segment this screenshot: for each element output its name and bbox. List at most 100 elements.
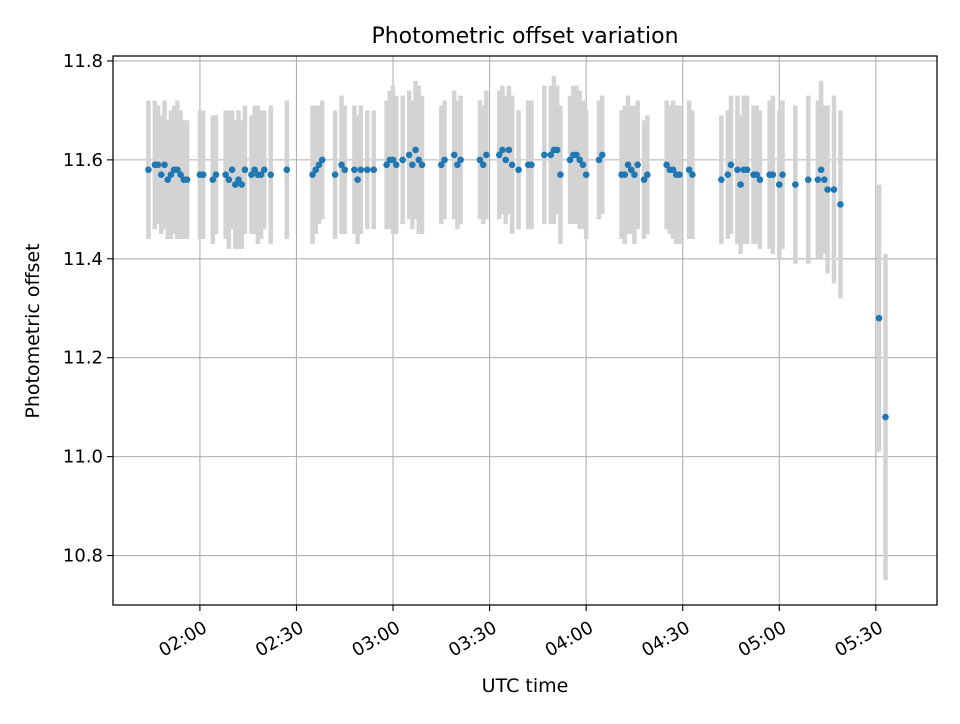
data-point (483, 151, 490, 159)
data-point (405, 151, 413, 159)
data-point (331, 171, 339, 179)
data-point (582, 171, 590, 179)
data-point (283, 166, 291, 174)
data-point (743, 166, 751, 174)
data-point (734, 166, 741, 174)
data-point (174, 166, 181, 174)
data-point (370, 166, 378, 174)
data-point (727, 161, 735, 169)
data-point (476, 156, 484, 164)
data-point (167, 171, 175, 179)
data-point (357, 166, 365, 174)
data-point (199, 171, 207, 179)
data-point (576, 156, 584, 164)
data-point (312, 166, 320, 174)
data-point (631, 171, 638, 179)
data-point (502, 156, 509, 164)
data-point (495, 151, 503, 159)
data-point (164, 176, 172, 183)
data-point (718, 176, 725, 183)
data-point (756, 176, 764, 183)
data-point (177, 171, 184, 179)
data-point (508, 161, 516, 169)
data-point (814, 176, 822, 183)
data-point (209, 176, 217, 183)
y-tick-label: 11.6 (63, 150, 103, 171)
data-point (515, 166, 522, 174)
data-point (792, 181, 799, 188)
data-point (724, 171, 732, 179)
data-point (183, 176, 191, 183)
data-point (824, 186, 831, 193)
data-point (676, 171, 683, 179)
data-point (644, 171, 651, 179)
data-point (689, 171, 696, 179)
data-point (499, 146, 506, 154)
data-point (415, 156, 423, 164)
data-point (598, 151, 606, 159)
data-point (225, 176, 233, 183)
data-point (412, 146, 419, 154)
data-point (392, 161, 400, 169)
data-point (399, 156, 406, 164)
data-point (238, 181, 246, 188)
data-point (232, 181, 239, 188)
data-point (441, 156, 448, 164)
data-point (354, 176, 361, 183)
data-point (579, 161, 587, 169)
data-point (837, 201, 844, 208)
data-point (267, 171, 275, 179)
data-point (309, 171, 316, 179)
data-point (450, 151, 458, 159)
data-point (547, 151, 555, 159)
data-point (528, 161, 535, 169)
data-point (241, 166, 249, 174)
data-point (161, 161, 168, 169)
data-point (257, 171, 265, 179)
data-point (457, 156, 464, 164)
data-point (875, 314, 883, 322)
data-point (595, 156, 603, 164)
data-point (882, 413, 889, 421)
data-point (769, 171, 777, 179)
data-point (817, 166, 825, 174)
data-point (341, 166, 349, 174)
data-point (541, 151, 548, 159)
data-point (479, 161, 487, 169)
data-point (830, 186, 838, 193)
x-axis-label: UTC time (482, 675, 569, 697)
data-point (669, 166, 677, 174)
data-point (251, 166, 258, 174)
data-point (663, 161, 670, 169)
data-point (248, 171, 255, 179)
chart-title: Photometric offset variation (371, 24, 678, 49)
y-tick-label: 11.2 (63, 348, 103, 369)
data-point (315, 161, 323, 169)
data-point (318, 156, 326, 164)
data-point (804, 176, 812, 183)
data-point (640, 176, 648, 183)
data-point (737, 181, 744, 188)
data-point (685, 166, 693, 174)
data-point (505, 146, 513, 154)
y-tick-label: 10.8 (63, 546, 103, 567)
data-point (235, 176, 242, 183)
data-point (351, 166, 358, 174)
data-point (228, 166, 236, 174)
data-point (753, 171, 761, 179)
data-point (454, 161, 461, 169)
data-point (409, 161, 416, 169)
data-point (222, 171, 229, 179)
data-point (363, 166, 371, 174)
data-point (621, 171, 629, 179)
data-point (775, 181, 783, 188)
data-point (573, 151, 580, 159)
data-point (438, 161, 445, 169)
data-point (212, 171, 220, 179)
data-point (260, 166, 268, 174)
data-point (154, 161, 162, 169)
data-point (634, 161, 641, 169)
data-point (389, 156, 397, 164)
data-point (557, 171, 564, 179)
